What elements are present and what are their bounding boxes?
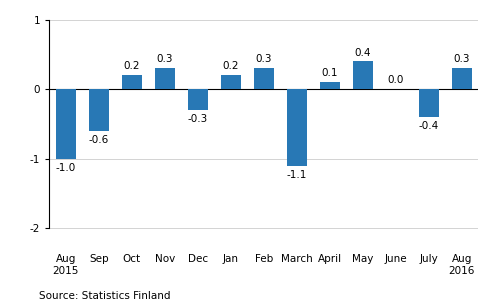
- Bar: [287, 89, 307, 166]
- Bar: [89, 89, 108, 131]
- Text: -1.0: -1.0: [56, 163, 76, 173]
- Bar: [122, 75, 141, 89]
- Bar: [188, 89, 208, 110]
- Text: 0.3: 0.3: [454, 54, 470, 64]
- Text: -0.3: -0.3: [188, 114, 208, 124]
- Text: 0.2: 0.2: [222, 61, 239, 71]
- Bar: [254, 68, 274, 89]
- Bar: [353, 61, 373, 89]
- Text: 0.3: 0.3: [156, 54, 173, 64]
- Text: 0.3: 0.3: [255, 54, 272, 64]
- Text: -0.6: -0.6: [89, 135, 109, 145]
- Bar: [419, 89, 439, 117]
- Bar: [452, 68, 472, 89]
- Bar: [56, 89, 76, 159]
- Text: 0.1: 0.1: [321, 68, 338, 78]
- Text: -0.4: -0.4: [419, 121, 439, 131]
- Text: Source: Statistics Finland: Source: Statistics Finland: [39, 291, 171, 301]
- Text: 0.0: 0.0: [387, 75, 404, 85]
- Text: 0.4: 0.4: [354, 47, 371, 57]
- Bar: [155, 68, 175, 89]
- Bar: [221, 75, 241, 89]
- Text: 0.2: 0.2: [124, 61, 140, 71]
- Bar: [320, 82, 340, 89]
- Text: -1.1: -1.1: [286, 170, 307, 180]
